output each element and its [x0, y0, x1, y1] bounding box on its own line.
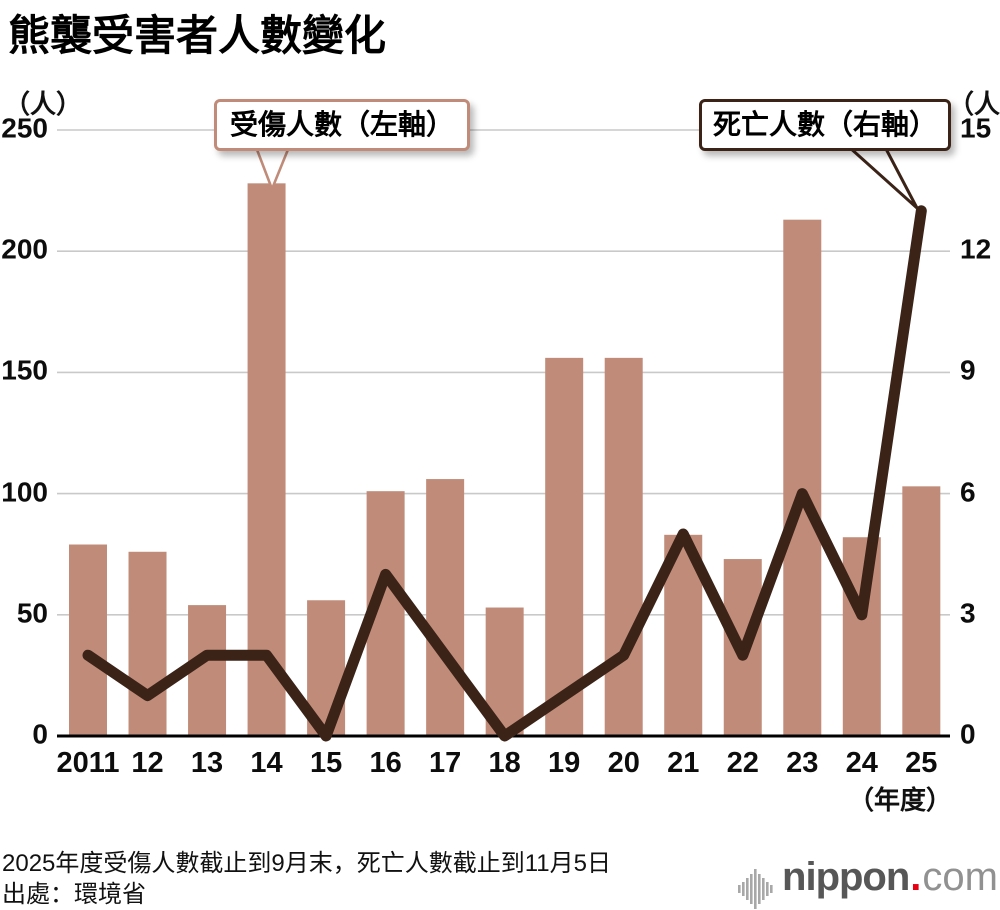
bar-23 [783, 219, 822, 737]
x-tick-25: 25 [905, 747, 938, 779]
bar-14 [247, 183, 286, 736]
bar-24 [842, 537, 881, 736]
x-tick-23: 23 [786, 747, 819, 779]
x-tick-13: 13 [190, 747, 224, 779]
right-tick-3: 3 [960, 597, 976, 629]
right-tick-12: 12 [960, 233, 992, 265]
x-tick-2011: 2011 [56, 747, 120, 779]
x-axis-unit: （年度） [847, 785, 952, 815]
callout-deaths-pointer [845, 145, 919, 210]
x-tick-17: 17 [428, 747, 462, 779]
right-tick-9: 9 [960, 355, 976, 387]
callout-injured: 受傷人數（左軸） [214, 99, 470, 151]
x-tick-24: 24 [845, 747, 878, 779]
bar-2011 [69, 544, 107, 736]
x-tick-14: 14 [250, 747, 283, 779]
left-tick-250: 250 [1, 112, 48, 144]
left-tick-0: 0 [32, 718, 48, 750]
callout-deaths: 死亡人數（右軸） [699, 99, 951, 151]
x-tick-12: 12 [131, 747, 164, 779]
bar-19 [545, 357, 584, 736]
footnote-data-cutoff: 2025年度受傷人數截止到9月末，死亡人數截止到11月5日 [2, 850, 611, 877]
right-tick-0: 0 [960, 718, 976, 750]
bar-12 [128, 551, 167, 736]
bar-17 [426, 479, 465, 736]
x-tick-16: 16 [369, 747, 402, 779]
x-tick-21: 21 [667, 747, 700, 779]
left-tick-200: 200 [1, 233, 48, 265]
deaths-line [82, 205, 927, 742]
right-tick-6: 6 [960, 476, 976, 508]
callout-injured-pointer [254, 145, 291, 193]
x-tick-18: 18 [488, 747, 521, 779]
right-axis-unit: （人） [948, 89, 1000, 119]
logo-red-dot: . [910, 855, 922, 899]
x-tick-20: 20 [607, 747, 640, 779]
logo-tld-text: com [922, 855, 998, 899]
bar-25 [902, 486, 941, 736]
waveform-icon [738, 869, 773, 909]
chart-title: 熊襲受害者人數變化 [8, 12, 387, 59]
x-tick-19: 19 [548, 747, 581, 779]
bar-13 [188, 605, 227, 736]
footnote-source: 出處：環境省 [2, 881, 146, 908]
logo-brand-text: nippon [782, 855, 910, 899]
left-tick-150: 150 [1, 355, 48, 387]
x-tick-15: 15 [309, 747, 343, 779]
bar-20 [604, 357, 643, 736]
x-tick-22: 22 [726, 747, 759, 779]
left-tick-100: 100 [1, 476, 48, 508]
right-tick-15: 15 [960, 112, 992, 144]
left-tick-50: 50 [16, 597, 48, 629]
left-axis-unit: （人） [4, 89, 83, 119]
nippon-com-logo: nippon. com [738, 855, 998, 910]
